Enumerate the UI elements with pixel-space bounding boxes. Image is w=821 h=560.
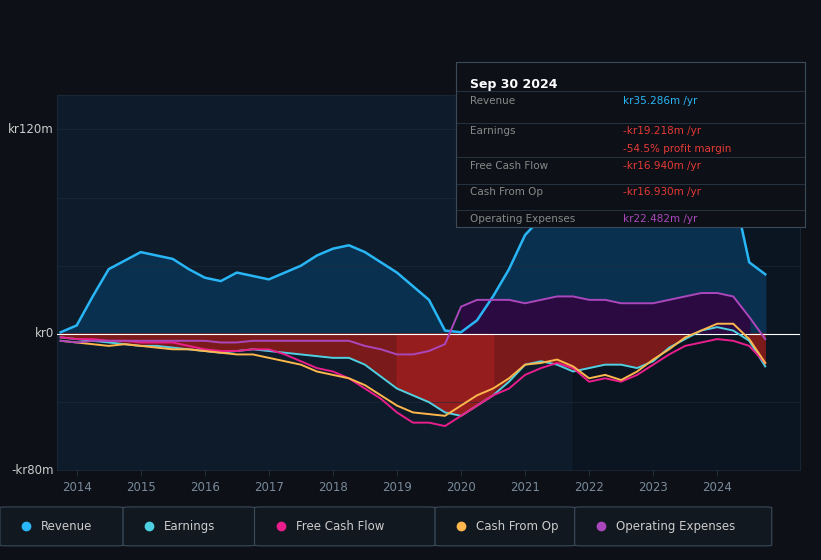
Text: kr120m: kr120m bbox=[8, 123, 53, 136]
FancyBboxPatch shape bbox=[123, 507, 255, 546]
Bar bbox=[573, 95, 800, 470]
Text: Earnings: Earnings bbox=[164, 520, 216, 533]
Text: kr0: kr0 bbox=[34, 328, 53, 340]
FancyBboxPatch shape bbox=[255, 507, 435, 546]
Text: Cash From Op: Cash From Op bbox=[476, 520, 558, 533]
Text: Operating Expenses: Operating Expenses bbox=[616, 520, 735, 533]
Text: Earnings: Earnings bbox=[470, 126, 515, 136]
Text: -kr80m: -kr80m bbox=[11, 464, 53, 477]
Text: Revenue: Revenue bbox=[470, 96, 515, 106]
Text: Cash From Op: Cash From Op bbox=[470, 187, 543, 197]
Text: -kr16.940m /yr: -kr16.940m /yr bbox=[623, 161, 701, 171]
Text: kr22.482m /yr: kr22.482m /yr bbox=[623, 213, 698, 223]
Text: Free Cash Flow: Free Cash Flow bbox=[470, 161, 548, 171]
FancyBboxPatch shape bbox=[0, 507, 123, 546]
Text: kr35.286m /yr: kr35.286m /yr bbox=[623, 96, 698, 106]
FancyBboxPatch shape bbox=[435, 507, 575, 546]
Text: -kr16.930m /yr: -kr16.930m /yr bbox=[623, 187, 701, 197]
Text: Free Cash Flow: Free Cash Flow bbox=[296, 520, 384, 533]
Text: Revenue: Revenue bbox=[41, 520, 93, 533]
Text: -kr19.218m /yr: -kr19.218m /yr bbox=[623, 126, 701, 136]
Text: -54.5% profit margin: -54.5% profit margin bbox=[623, 144, 732, 154]
Text: Sep 30 2024: Sep 30 2024 bbox=[470, 78, 557, 91]
Text: Operating Expenses: Operating Expenses bbox=[470, 213, 575, 223]
FancyBboxPatch shape bbox=[575, 507, 772, 546]
